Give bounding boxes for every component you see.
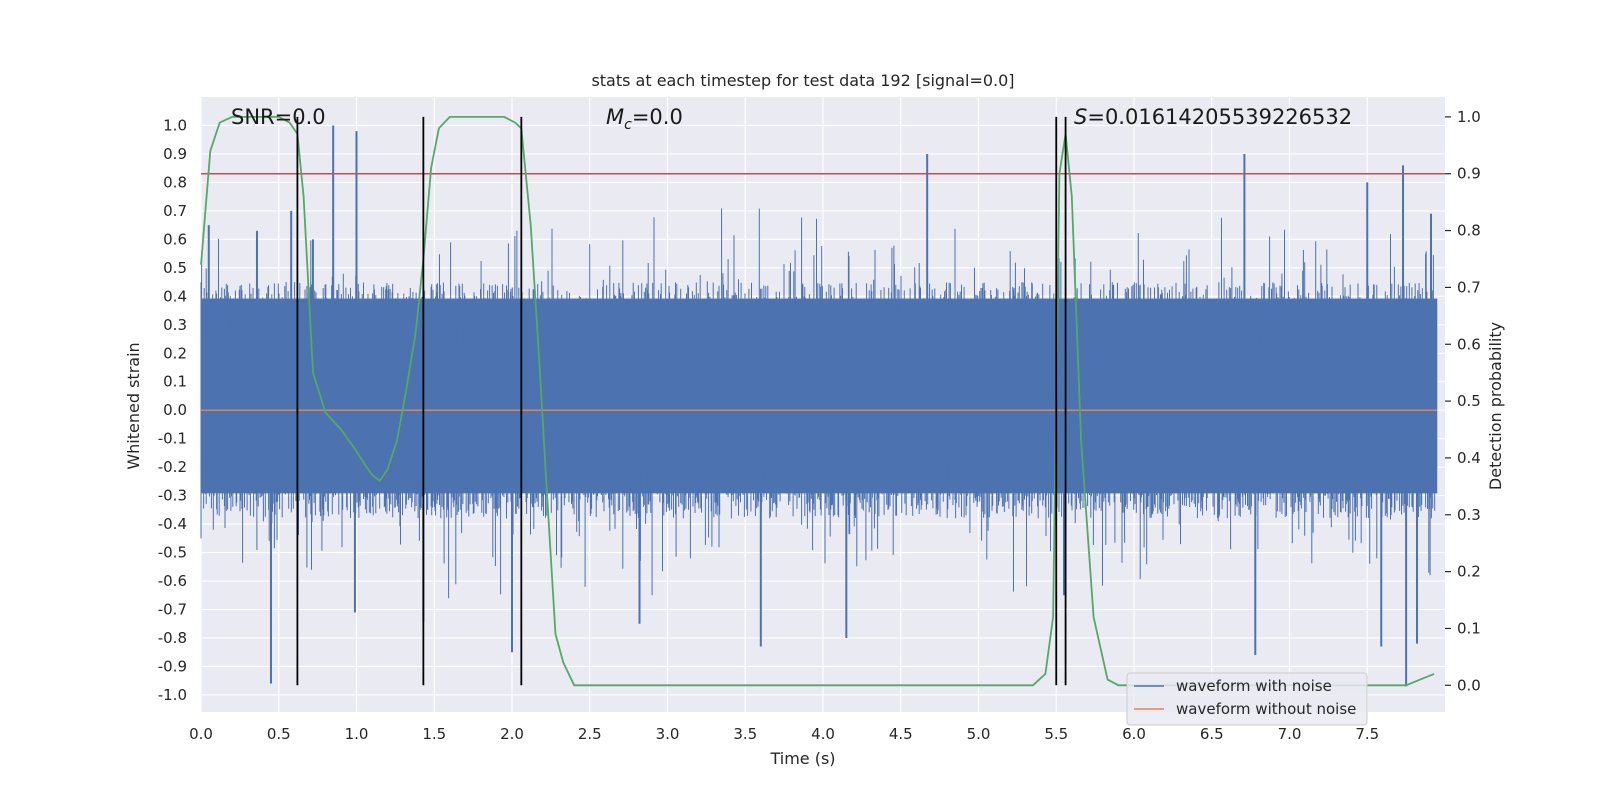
x-tick-label: 7.0 [1278, 725, 1302, 743]
x-tick-label: 0.5 [267, 725, 291, 743]
x-tick-label: 3.0 [656, 725, 680, 743]
left-y-tick-label: 0.2 [163, 344, 187, 362]
legend-label-noise: waveform with noise [1176, 677, 1332, 695]
right-y-tick-label: 0.0 [1457, 676, 1481, 694]
s-symbol: S [1074, 105, 1087, 129]
chart-title: stats at each timestep for test data 192… [591, 71, 1014, 90]
legend: waveform with noise waveform without noi… [1126, 672, 1368, 726]
left-y-tick-label: 0.3 [163, 316, 187, 334]
x-tick-label: 2.0 [500, 725, 524, 743]
left-y-tick-label: 0.7 [163, 202, 187, 220]
s-annotation: S=0.01614205539226532 [1074, 105, 1352, 129]
x-tick-label: 3.5 [733, 725, 757, 743]
x-tick-label: 6.5 [1200, 725, 1224, 743]
left-y-tick-label: -0.7 [158, 601, 187, 619]
left-y-axis-label: Whitened strain [124, 342, 143, 469]
left-y-tick-label: 0.4 [163, 287, 187, 305]
right-y-axis-ticks: 1.0 0.9 0.8 0.7 0.6 0.5 0.4 0.3 0.2 0.1 0.0 [1445, 108, 1481, 694]
chirp-mass-subscript: c [624, 117, 632, 133]
x-tick-label: 4.5 [889, 725, 913, 743]
left-y-tick-label: -0.9 [158, 657, 187, 675]
left-y-tick-label: -0.2 [158, 458, 187, 476]
x-tick-label: 1.5 [422, 725, 446, 743]
right-y-tick-label: 0.2 [1457, 563, 1481, 581]
vertical-markers [296, 116, 1067, 686]
right-y-tick-label: 0.3 [1457, 506, 1481, 524]
left-y-axis-ticks: 1.0 0.9 0.8 0.7 0.6 0.5 0.4 0.3 0.2 0.1 0.0 -0.1 -0.… [158, 116, 187, 703]
x-tick-label: 0.0 [189, 725, 213, 743]
left-y-tick-label: -0.8 [158, 629, 187, 647]
x-tick-label: 5.5 [1044, 725, 1068, 743]
x-axis-label: Time (s) [769, 749, 835, 768]
left-y-tick-label: -1.0 [158, 686, 187, 704]
left-y-tick-label: -0.5 [158, 544, 187, 562]
waveform-with-noise-series [200, 125, 1438, 687]
left-y-tick-label: 0.5 [163, 259, 187, 277]
x-tick-label: 5.0 [967, 725, 991, 743]
left-y-tick-label: -0.6 [158, 572, 187, 590]
legend-box [1126, 672, 1368, 726]
left-y-tick-label: -0.1 [158, 430, 187, 448]
left-y-tick-label: 0.6 [163, 230, 187, 248]
left-y-tick-label: -0.4 [158, 515, 187, 533]
left-y-tick-label: -0.3 [158, 487, 187, 505]
right-y-tick-label: 0.4 [1457, 449, 1481, 467]
right-y-tick-label: 1.0 [1457, 108, 1481, 126]
right-y-tick-label: 0.6 [1457, 335, 1481, 353]
left-y-tick-label: 1.0 [163, 116, 187, 134]
legend-label-clean: waveform without noise [1176, 700, 1356, 718]
right-y-tick-label: 0.5 [1457, 392, 1481, 410]
chirp-mass-annotation: Mc=0.0 [606, 105, 683, 133]
left-y-tick-label: 0.9 [163, 145, 187, 163]
detection-probability-line [200, 116, 1435, 687]
chirp-mass-value: =0.0 [632, 105, 683, 129]
left-y-tick-label: 0.0 [163, 401, 187, 419]
x-tick-label: 7.5 [1355, 725, 1379, 743]
x-tick-label: 6.0 [1122, 725, 1146, 743]
x-tick-label: 4.0 [811, 725, 835, 743]
right-y-tick-label: 0.9 [1457, 165, 1481, 183]
x-tick-label: 2.5 [578, 725, 602, 743]
left-y-tick-label: 0.1 [163, 373, 187, 391]
left-y-tick-label: 0.8 [163, 173, 187, 191]
x-tick-label: 1.0 [345, 725, 369, 743]
x-axis-ticks: 0.0 0.5 1.0 1.5 2.0 2.5 3.0 3.5 4.0 4.5 5.0 5.5 6.0 6… [189, 725, 1379, 743]
right-y-tick-label: 0.8 [1457, 222, 1481, 240]
snr-annotation: SNR=0.0 [231, 105, 326, 129]
right-y-tick-label: 0.7 [1457, 278, 1481, 296]
s-value: =0.01614205539226532 [1087, 105, 1352, 129]
right-y-axis-label: Detection probability [1486, 322, 1505, 490]
chirp-mass-symbol: M [606, 105, 624, 129]
right-y-tick-label: 0.1 [1457, 619, 1481, 637]
